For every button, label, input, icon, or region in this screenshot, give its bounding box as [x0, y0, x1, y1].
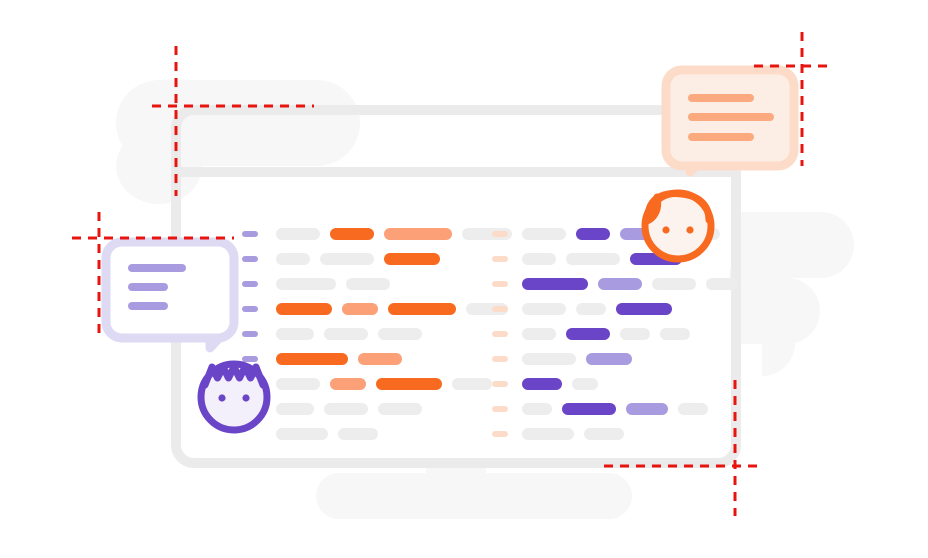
chat-bubble-purple — [101, 237, 239, 353]
content-column-right-row-5-bar-4 — [660, 328, 690, 340]
content-column-left-row-8-bar-2 — [324, 403, 368, 415]
content-column-left-row-4-bullet — [242, 306, 258, 312]
content-column-left-row-1-bar-2 — [330, 228, 374, 240]
content-column-right-row-3-bar-1 — [522, 278, 588, 290]
monitor-stand-base — [316, 473, 632, 519]
content-column-right-row-7-bar-1 — [522, 378, 562, 390]
content-column-right-row-7-bar-2 — [572, 378, 598, 390]
content-column-left-row-4-bar-2 — [342, 303, 378, 315]
content-column-left-row-4-bar-1 — [276, 303, 332, 315]
content-column-right-row-8-bar-1 — [522, 403, 552, 415]
content-column-left-row-7-bar-4 — [452, 378, 492, 390]
content-column-left-row-2-bar-3 — [384, 253, 440, 265]
content-column-right-row-3-bar-3 — [652, 278, 696, 290]
content-column-right-row-2-bar-1 — [522, 253, 556, 265]
blob-right-core — [732, 212, 792, 344]
monitor-titlebar-divider — [176, 167, 736, 177]
content-column-right-row-6-bar-1 — [522, 353, 576, 365]
content-column-right-row-9-bar-2 — [584, 428, 624, 440]
content-column-right-row-9-bullet — [492, 431, 508, 437]
content-column-right-row-2-bullet — [492, 256, 508, 262]
content-column-left-row-7-bar-1 — [276, 378, 320, 390]
chat-bubble-orange-bubble-line-3 — [688, 133, 754, 141]
content-column-right-row-3-bar-4 — [706, 278, 738, 290]
content-column-right-row-3-bar-2 — [598, 278, 642, 290]
chat-bubble-orange-bubble-line-1 — [688, 94, 754, 102]
avatar-purple-face — [197, 360, 271, 434]
content-column-right-row-9-bar-1 — [522, 428, 574, 440]
content-column-left-row-6-bar-1 — [276, 353, 348, 365]
content-column-right-row-6-bar-2 — [586, 353, 632, 365]
avatar-orange-face-eye-left — [662, 226, 670, 234]
content-column-left-row-9-bar-2 — [338, 428, 378, 440]
content-column-left-row-6-bullet — [242, 356, 258, 362]
content-column-left-row-8-bar-1 — [276, 403, 314, 415]
content-column-right-row-8-bar-2 — [562, 403, 616, 415]
content-column-left-row-5-bar-2 — [324, 328, 368, 340]
content-column-left-row-8-bar-3 — [378, 403, 422, 415]
content-column-left-row-2-bar-1 — [276, 253, 310, 265]
content-column-left-row-1-bullet — [242, 231, 258, 237]
chat-bubble-purple-bubble-line-2 — [128, 283, 168, 291]
content-column-left-row-2-bar-2 — [320, 253, 374, 265]
content-column-right-row-4-bar-1 — [522, 303, 566, 315]
content-column-left-row-9-bar-1 — [276, 428, 328, 440]
avatar-purple-face-eye-left — [218, 394, 226, 402]
content-column-right-row-3-bullet — [492, 281, 508, 287]
content-column-right-row-8-bar-4 — [678, 403, 708, 415]
avatar-orange-face — [641, 189, 715, 263]
avatar-orange-face-hair-part — [643, 193, 662, 225]
chat-bubble-purple-bubble-line-3 — [128, 302, 168, 310]
content-column-right-row-5-bar-2 — [566, 328, 610, 340]
content-column-right-row-1-bullet — [492, 231, 508, 237]
content-column-left-row-1-bar-3 — [384, 228, 452, 240]
chat-bubble-purple-bubble-line-1 — [128, 264, 186, 272]
content-column-right-row-1-bar-1 — [522, 228, 566, 240]
content-column-left-row-5-bar-3 — [378, 328, 422, 340]
content-column-left-row-1-bar-1 — [276, 228, 320, 240]
content-column-right-row-5-bar-1 — [522, 328, 556, 340]
chat-bubble-orange — [661, 65, 799, 177]
content-column-left-row-5-bullet — [242, 331, 258, 337]
content-column-left-row-3-bullet — [242, 281, 258, 287]
content-column-left-row-4-bar-3 — [388, 303, 456, 315]
chat-bubble-orange-bubble-line-2 — [688, 113, 774, 121]
content-column-left-row-3-bar-2 — [346, 278, 390, 290]
content-column-right-row-8-bullet — [492, 406, 508, 412]
content-column-right-row-4-bar-3 — [616, 303, 672, 315]
content-column-right-row-2-bar-2 — [566, 253, 620, 265]
content-column-right-row-8-bar-3 — [626, 403, 668, 415]
content-column-left-row-3-bar-1 — [276, 278, 336, 290]
avatar-orange-face-hairline — [644, 190, 713, 224]
content-column-left-row-5-bar-1 — [276, 328, 314, 340]
content-column-left-row-6-bar-2 — [358, 353, 402, 365]
content-column-left-row-7-bar-2 — [330, 378, 366, 390]
content-column-right-row-6-bullet — [492, 356, 508, 362]
content-column-left-row-2-bullet — [242, 256, 258, 262]
content-column-right-row-5-bullet — [492, 331, 508, 337]
content-column-right-row-4-bullet — [492, 306, 508, 312]
content-column-left-row-7-bar-3 — [376, 378, 442, 390]
content-column-right-row-5-bar-3 — [620, 328, 650, 340]
avatar-purple-face-hair-spikes — [201, 363, 267, 389]
content-column-right-row-4-bar-2 — [576, 303, 606, 315]
avatar-purple-face-eye-right — [242, 394, 250, 402]
avatar-orange-face-eye-right — [686, 226, 694, 234]
content-column-right-row-7-bullet — [492, 381, 508, 387]
content-column-right-row-1-bar-2 — [576, 228, 610, 240]
